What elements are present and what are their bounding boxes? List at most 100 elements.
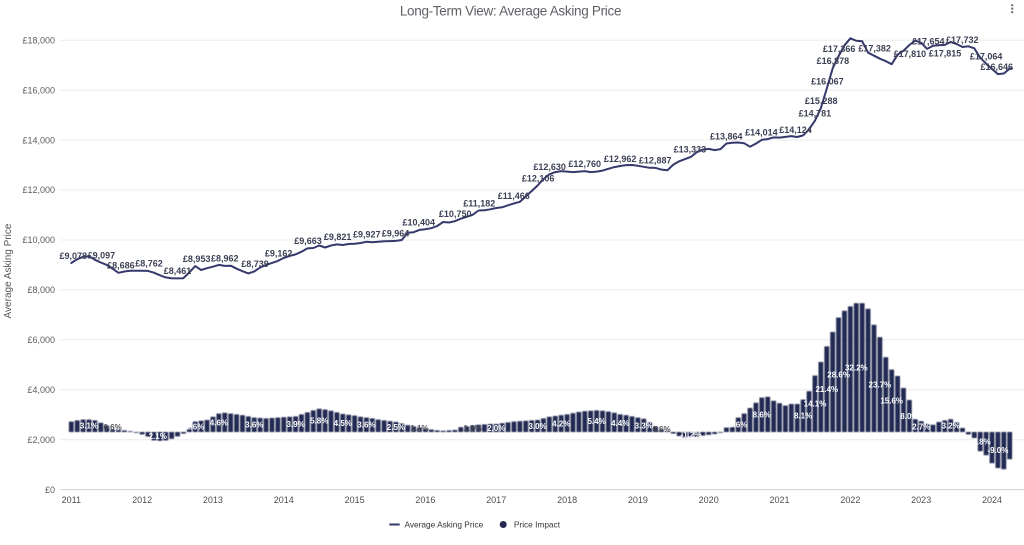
svg-text:15.6%: 15.6% (880, 397, 903, 406)
svg-text:£14,014: £14,014 (745, 128, 778, 138)
svg-text:-1.2%: -1.2% (681, 430, 702, 439)
svg-text:£11,466: £11,466 (498, 191, 530, 201)
svg-text:£12,106: £12,106 (522, 173, 555, 183)
svg-text:£17,815: £17,815 (929, 49, 962, 59)
svg-text:28.6%: 28.6% (827, 371, 850, 380)
svg-text:£14,000: £14,000 (22, 135, 55, 145)
svg-text:Price Impact: Price Impact (514, 520, 561, 530)
svg-text:1.2%: 1.2% (463, 424, 481, 433)
svg-text:2024: 2024 (982, 495, 1002, 505)
svg-text:£0: £0 (45, 485, 55, 495)
svg-text:4.4%: 4.4% (611, 419, 629, 428)
svg-text:£12,887: £12,887 (639, 156, 672, 166)
svg-text:21.4%: 21.4% (815, 385, 838, 394)
svg-text:3.3%: 3.3% (635, 421, 653, 430)
svg-text:2011: 2011 (62, 495, 81, 505)
svg-text:5.8%: 5.8% (310, 416, 328, 425)
svg-text:14.1%: 14.1% (804, 400, 827, 409)
svg-text:2012: 2012 (132, 495, 152, 505)
svg-text:£16,646: £16,646 (981, 62, 1014, 72)
svg-text:£10,404: £10,404 (403, 218, 436, 228)
svg-text:£8,461: £8,461 (164, 266, 192, 276)
svg-text:2021: 2021 (769, 495, 789, 505)
svg-text:£17,382: £17,382 (858, 44, 891, 54)
svg-text:£13,333: £13,333 (674, 145, 707, 155)
svg-text:2019: 2019 (628, 495, 648, 505)
svg-text:3.9%: 3.9% (286, 420, 304, 429)
svg-text:2016: 2016 (415, 495, 435, 505)
svg-text:4.6%: 4.6% (210, 419, 228, 428)
svg-text:8.6%: 8.6% (753, 411, 771, 420)
svg-text:2.0%: 2.0% (487, 424, 505, 433)
svg-text:£9,663: £9,663 (294, 236, 322, 246)
svg-text:£11,182: £11,182 (463, 198, 495, 208)
svg-text:£17,732: £17,732 (946, 35, 979, 45)
svg-text:Average Asking Price: Average Asking Price (405, 520, 484, 530)
svg-text:2023: 2023 (911, 495, 931, 505)
svg-text:2022: 2022 (840, 495, 860, 505)
svg-text:£17,654: £17,654 (912, 37, 945, 47)
svg-text:£4,000: £4,000 (27, 385, 55, 395)
svg-text:£14,124: £14,124 (779, 125, 812, 135)
svg-text:2013: 2013 (203, 495, 223, 505)
svg-text:£18,000: £18,000 (22, 36, 55, 46)
svg-text:£17,366: £17,366 (823, 44, 856, 54)
svg-text:8.0%: 8.0% (900, 412, 918, 421)
svg-text:£10,000: £10,000 (22, 235, 55, 245)
svg-text:£9,927: £9,927 (353, 230, 381, 240)
svg-text:-2.1%: -2.1% (146, 432, 167, 441)
svg-text:£8,686: £8,686 (107, 261, 135, 271)
svg-text:£2,000: £2,000 (27, 435, 55, 445)
svg-text:-4.8%: -4.8% (970, 438, 991, 447)
svg-text:£17,064: £17,064 (970, 51, 1003, 61)
svg-text:£8,000: £8,000 (27, 285, 55, 295)
svg-text:£8,739: £8,739 (241, 259, 269, 269)
svg-text:£12,760: £12,760 (568, 159, 601, 169)
svg-text:£14,781: £14,781 (799, 108, 832, 118)
svg-text:3.6%: 3.6% (245, 421, 263, 430)
svg-text:£9,078: £9,078 (60, 251, 88, 261)
svg-text:3.6%: 3.6% (357, 421, 375, 430)
svg-text:2017: 2017 (486, 495, 506, 505)
svg-text:4.2%: 4.2% (552, 420, 570, 429)
svg-text:8.1%: 8.1% (794, 412, 812, 421)
svg-text:£17,810: £17,810 (894, 49, 927, 59)
svg-text:0.6%: 0.6% (103, 423, 121, 432)
svg-text:0.6%: 0.6% (652, 425, 670, 434)
svg-text:3.0%: 3.0% (528, 422, 546, 431)
svg-text:23.7%: 23.7% (869, 381, 892, 390)
svg-text:2.7%: 2.7% (912, 423, 930, 432)
svg-text:£9,821: £9,821 (324, 232, 352, 242)
svg-text:3.2%: 3.2% (942, 422, 960, 431)
svg-text:Long-Term View: Average Asking: Long-Term View: Average Asking Price (400, 4, 621, 19)
svg-text:2014: 2014 (274, 495, 294, 505)
svg-text:2020: 2020 (699, 495, 719, 505)
svg-text:£16,000: £16,000 (22, 85, 55, 95)
svg-text:3.6%: 3.6% (729, 421, 747, 430)
svg-text:£9,097: £9,097 (88, 250, 116, 260)
svg-text:£8,762: £8,762 (135, 259, 163, 269)
svg-text:£9,162: £9,162 (265, 249, 293, 259)
svg-text:-9.0%: -9.0% (987, 446, 1008, 455)
svg-text:£10,750: £10,750 (439, 209, 472, 219)
svg-text:2015: 2015 (345, 495, 365, 505)
svg-text:2.6%: 2.6% (186, 423, 204, 432)
svg-text:Average Asking Price: Average Asking Price (3, 223, 14, 318)
svg-text:4.5%: 4.5% (334, 419, 352, 428)
svg-text:£16,067: £16,067 (811, 76, 844, 86)
svg-text:2.5%: 2.5% (387, 423, 405, 432)
svg-text:£13,864: £13,864 (710, 131, 743, 141)
svg-text:£16,878: £16,878 (817, 56, 850, 66)
svg-text:£6,000: £6,000 (27, 335, 55, 345)
svg-text:£8,962: £8,962 (211, 254, 239, 264)
svg-text:£12,962: £12,962 (604, 154, 637, 164)
svg-text:32.2%: 32.2% (845, 364, 868, 373)
svg-text:3.1%: 3.1% (80, 422, 98, 431)
svg-text:£12,000: £12,000 (22, 185, 55, 195)
svg-text:£9,964: £9,964 (382, 229, 410, 239)
svg-text:£8,953: £8,953 (183, 254, 211, 264)
svg-text:2018: 2018 (557, 495, 577, 505)
svg-text:£12,630: £12,630 (533, 162, 566, 172)
svg-text:1.1%: 1.1% (410, 424, 428, 433)
svg-text:5.4%: 5.4% (587, 417, 605, 426)
